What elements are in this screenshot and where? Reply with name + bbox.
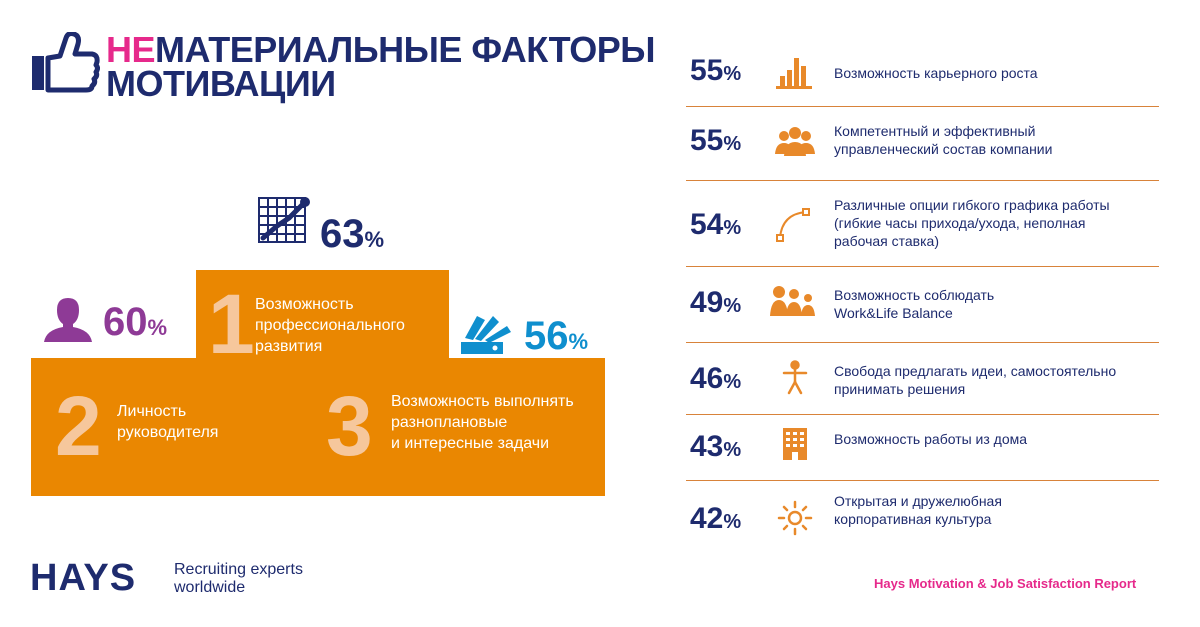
factor-value: 43% xyxy=(690,430,742,463)
factor-label: Открытая и дружелюбная корпоративная куль… xyxy=(834,493,1002,527)
family-icon xyxy=(770,286,815,316)
title-line2: МОТИВАЦИИ xyxy=(106,63,336,104)
growth-chart-icon xyxy=(258,197,310,243)
podium-second-label: Личность руководителя xyxy=(117,403,219,441)
divider xyxy=(686,180,1159,181)
report-title: Hays Motivation & Job Satisfaction Repor… xyxy=(874,576,1137,591)
factor-label: Компетентный и эффективный управленческий… xyxy=(834,123,1053,157)
factor-label: Возможность работы из дома xyxy=(834,431,1028,447)
factor-value: 54% xyxy=(690,208,742,241)
factor-value: 55% xyxy=(690,54,742,87)
rank-third: 3 xyxy=(326,379,373,473)
podium-third-label: Возможность выполнять разноплановые и ин… xyxy=(391,393,574,452)
factor-value: 49% xyxy=(690,286,742,319)
person-arms-icon xyxy=(782,360,808,395)
divider xyxy=(686,342,1159,343)
page-title: НЕМАТЕРИАЛЬНЫЕ ФАКТОРЫ МОТИВАЦИИ xyxy=(106,32,655,104)
building-icon xyxy=(783,428,807,460)
sun-icon xyxy=(777,500,813,536)
factor-value: 46% xyxy=(690,362,742,395)
swatch-fan-icon xyxy=(461,316,511,354)
thumbs-up-icon xyxy=(32,32,100,93)
factor-value: 55% xyxy=(690,124,742,157)
divider xyxy=(686,414,1159,415)
title-highlight: НЕ xyxy=(106,29,156,70)
factor-value: 42% xyxy=(690,502,742,535)
hays-logo: HAYS xyxy=(30,557,137,599)
factor-label: Различные опции гибкого графика работы (г… xyxy=(834,197,1110,249)
title-line1: МАТЕРИАЛЬНЫЕ ФАКТОРЫ xyxy=(155,29,655,70)
person-icon xyxy=(44,298,92,342)
divider xyxy=(686,106,1159,107)
divider xyxy=(686,480,1159,481)
bar-chart-icon xyxy=(776,58,812,89)
podium-first-value: 63% xyxy=(320,212,385,256)
factor-label: Возможность соблюдать Work&Life Balance xyxy=(834,287,995,321)
rank-second: 2 xyxy=(55,379,102,473)
divider xyxy=(686,266,1159,267)
podium-base-block xyxy=(31,358,605,496)
team-icon xyxy=(775,127,815,156)
factor-label: Свобода предлагать идеи, самостоятельно п… xyxy=(834,363,1117,397)
curve-icon xyxy=(776,208,810,242)
rank-first: 1 xyxy=(208,277,255,371)
podium-first-label: Возможность профессионального развития xyxy=(255,296,405,355)
tagline: Recruiting experts worldwide xyxy=(174,561,303,596)
factor-label: Возможность карьерного роста xyxy=(834,65,1038,81)
podium-second-value: 60% xyxy=(103,300,168,344)
podium-third-value: 56% xyxy=(524,314,589,358)
